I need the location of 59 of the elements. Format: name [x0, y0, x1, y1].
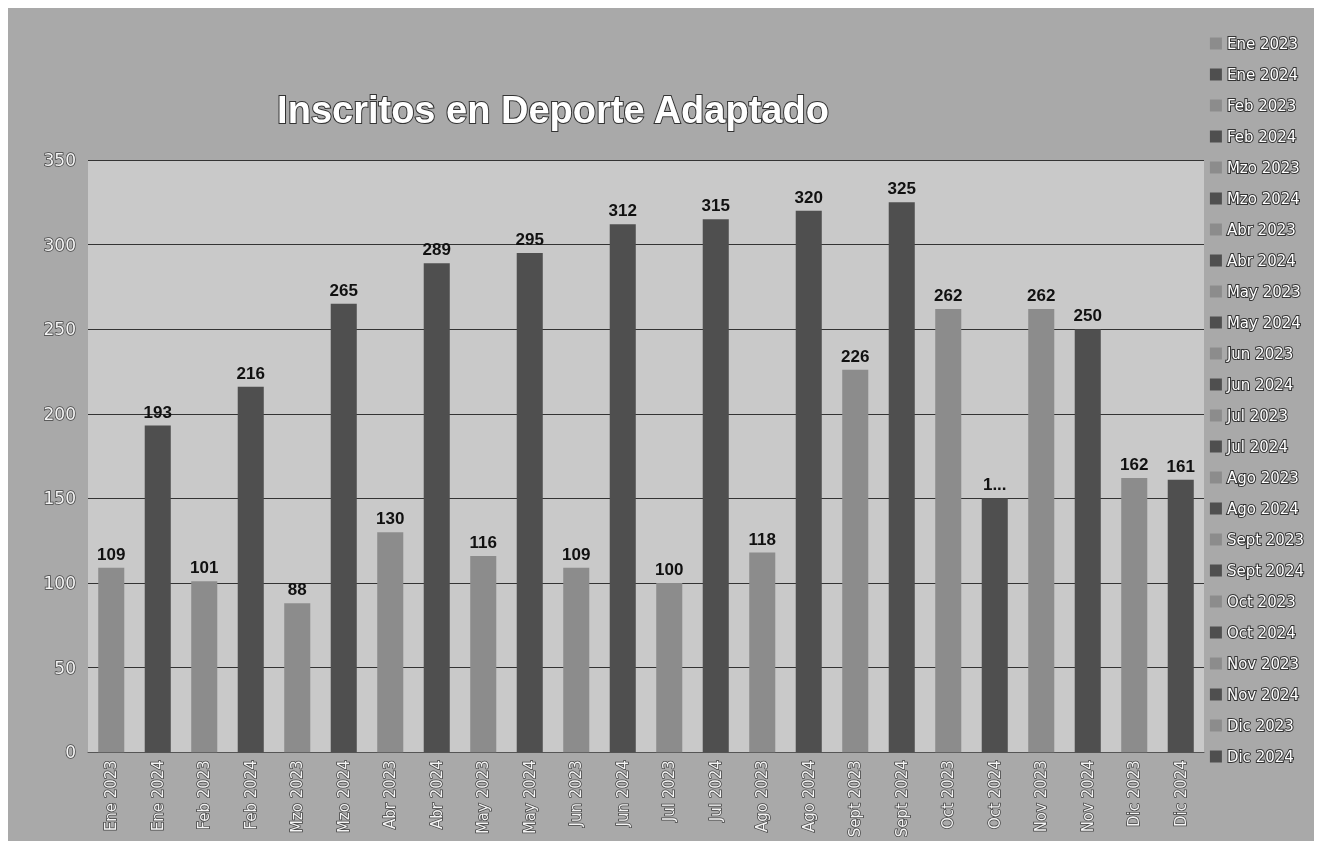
data-label: 101 [190, 558, 219, 578]
legend-label: Sept 2023 [1226, 530, 1305, 549]
data-label: 109 [97, 544, 126, 564]
data-label: 1... [982, 475, 1007, 495]
data-label: 325 [887, 179, 916, 199]
data-label: 88 [287, 580, 307, 600]
legend-label: Mzo 2024 [1226, 189, 1300, 208]
x-tick-label: Oct 2024 [985, 760, 1004, 830]
y-tick-label: 200 [43, 403, 76, 424]
legend-label: Nov 2023 [1226, 654, 1300, 673]
legend-label: Dic 2024 [1226, 747, 1294, 766]
data-label: 161 [1166, 456, 1195, 476]
legend-label: Nov 2024 [1226, 685, 1300, 704]
x-tick-label: Jul 2023 [660, 760, 679, 823]
x-tick-label: Ago 2024 [799, 760, 818, 833]
data-label: 289 [422, 240, 451, 260]
data-label: 250 [1073, 306, 1102, 326]
data-label: 320 [794, 187, 823, 207]
x-tick-label: Abr 2024 [427, 760, 446, 830]
legend-label: Sept 2024 [1226, 561, 1305, 580]
data-label: 100 [655, 559, 684, 579]
legend-label: May 2023 [1226, 282, 1301, 301]
data-label: 130 [376, 509, 405, 529]
legend-label: Jun 2024 [1225, 375, 1294, 394]
data-label: 109 [562, 544, 591, 564]
legend-label: Dic 2023 [1226, 716, 1294, 735]
x-tick-label: Ene 2024 [148, 760, 167, 832]
legend-label: Oct 2024 [1226, 623, 1296, 642]
data-label: 118 [748, 529, 776, 549]
x-tick-label: May 2024 [520, 760, 539, 835]
legend-label: Abr 2024 [1226, 251, 1296, 270]
legend-label: Mzo 2023 [1226, 158, 1300, 177]
chart-title: Inscritos en Deporte Adaptado [277, 89, 829, 131]
data-label: 116 [469, 532, 497, 552]
x-tick-label: Jul 2024 [706, 760, 725, 823]
data-label: 262 [1027, 285, 1056, 305]
x-tick-label: Sept 2024 [892, 760, 911, 838]
y-tick-label: 0 [65, 742, 76, 763]
data-label: 262 [934, 285, 963, 305]
data-label: 162 [1120, 455, 1149, 475]
data-label: 216 [236, 363, 265, 383]
legend-label: Jun 2023 [1225, 344, 1294, 363]
x-tick-label: Mzo 2024 [334, 760, 353, 834]
legend-label: Jul 2023 [1225, 406, 1288, 425]
legend-label: Feb 2023 [1226, 96, 1297, 115]
data-label: 226 [841, 346, 870, 366]
legend-label: Ene 2023 [1226, 34, 1299, 53]
y-tick-label: 300 [43, 234, 76, 255]
data-label: 315 [701, 196, 730, 216]
x-tick-label: Jun 2024 [613, 760, 632, 828]
x-tick-label: Dic 2024 [1171, 760, 1190, 828]
x-tick-label: Nov 2024 [1078, 760, 1097, 833]
data-label: 312 [608, 201, 637, 221]
data-label: 265 [329, 280, 358, 300]
legend-label: Ene 2024 [1226, 65, 1299, 84]
x-tick-label: Feb 2024 [241, 760, 260, 830]
legend-label: May 2024 [1226, 313, 1301, 332]
legend-label: Jul 2024 [1225, 437, 1288, 456]
legend-label: Feb 2024 [1226, 127, 1297, 146]
